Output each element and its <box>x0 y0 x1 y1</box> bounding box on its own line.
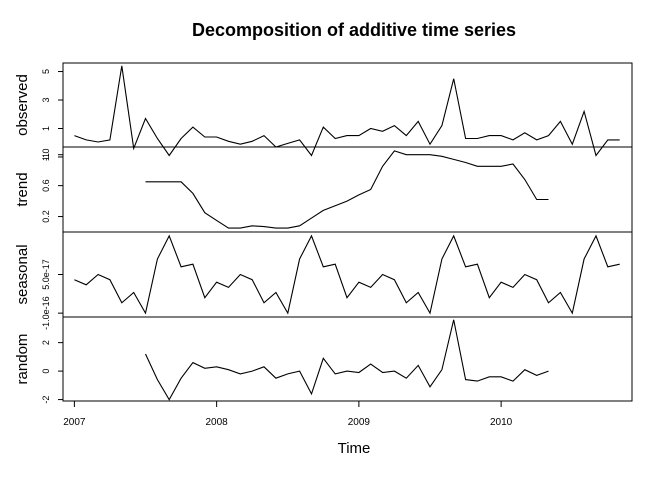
panel-observed: -1 1 3 5 observed <box>14 62 633 161</box>
chart-title: Decomposition of additive time series <box>192 20 516 40</box>
observed-panel-frame <box>62 62 633 148</box>
random-panel-frame <box>62 316 633 402</box>
panel-seasonal: -1.0e-16 5.0e-17 seasonal <box>14 231 633 330</box>
random-axis-label: random <box>14 334 31 385</box>
observed-axis-label: observed <box>14 74 31 136</box>
random-y-tick-label: 2 <box>41 340 51 345</box>
observed-y-tick-label: 5 <box>41 69 51 74</box>
panel-trend: 0.2 0.6 1.0 trend <box>14 146 633 233</box>
trend-y-tick-label: 1.0 <box>41 148 51 161</box>
seasonal-y-tick-label: -1.0e-16 <box>41 296 51 330</box>
seasonal-series-line <box>74 234 620 315</box>
x-axis: 2007 2008 2009 2010 <box>63 401 513 428</box>
x-tick-label: 2010 <box>490 417 513 428</box>
x-tick-label: 2007 <box>63 417 86 428</box>
trend-axis-label: trend <box>14 172 31 206</box>
x-tick-label: 2009 <box>348 417 371 428</box>
trend-series-line <box>145 150 549 229</box>
observed-series-line <box>74 65 620 157</box>
trend-y-tick-label: 0.6 <box>41 179 51 192</box>
observed-y-tick-label: 3 <box>41 98 51 103</box>
seasonal-axis-label: seasonal <box>14 244 31 304</box>
observed-y-tick-label: -1 <box>41 153 51 161</box>
trend-y-tick-label: 0.2 <box>41 210 51 223</box>
panel-random: -2 0 2 random <box>14 316 633 404</box>
x-tick-label: 2008 <box>206 417 229 428</box>
seasonal-y-tick-label: 5.0e-17 <box>41 259 51 290</box>
panels-group: -1 1 3 5 observed 0.2 0.6 1.0 trend -1.0e-16 5.0e-… <box>14 62 633 404</box>
observed-y-tick-label: 1 <box>41 126 51 131</box>
trend-panel-frame <box>62 146 633 233</box>
x-axis-label: Time <box>338 440 371 457</box>
random-y-tick-label: 0 <box>41 369 51 374</box>
random-series-line <box>145 319 549 401</box>
seasonal-panel-frame <box>62 231 633 318</box>
random-y-tick-label: -2 <box>41 396 51 404</box>
